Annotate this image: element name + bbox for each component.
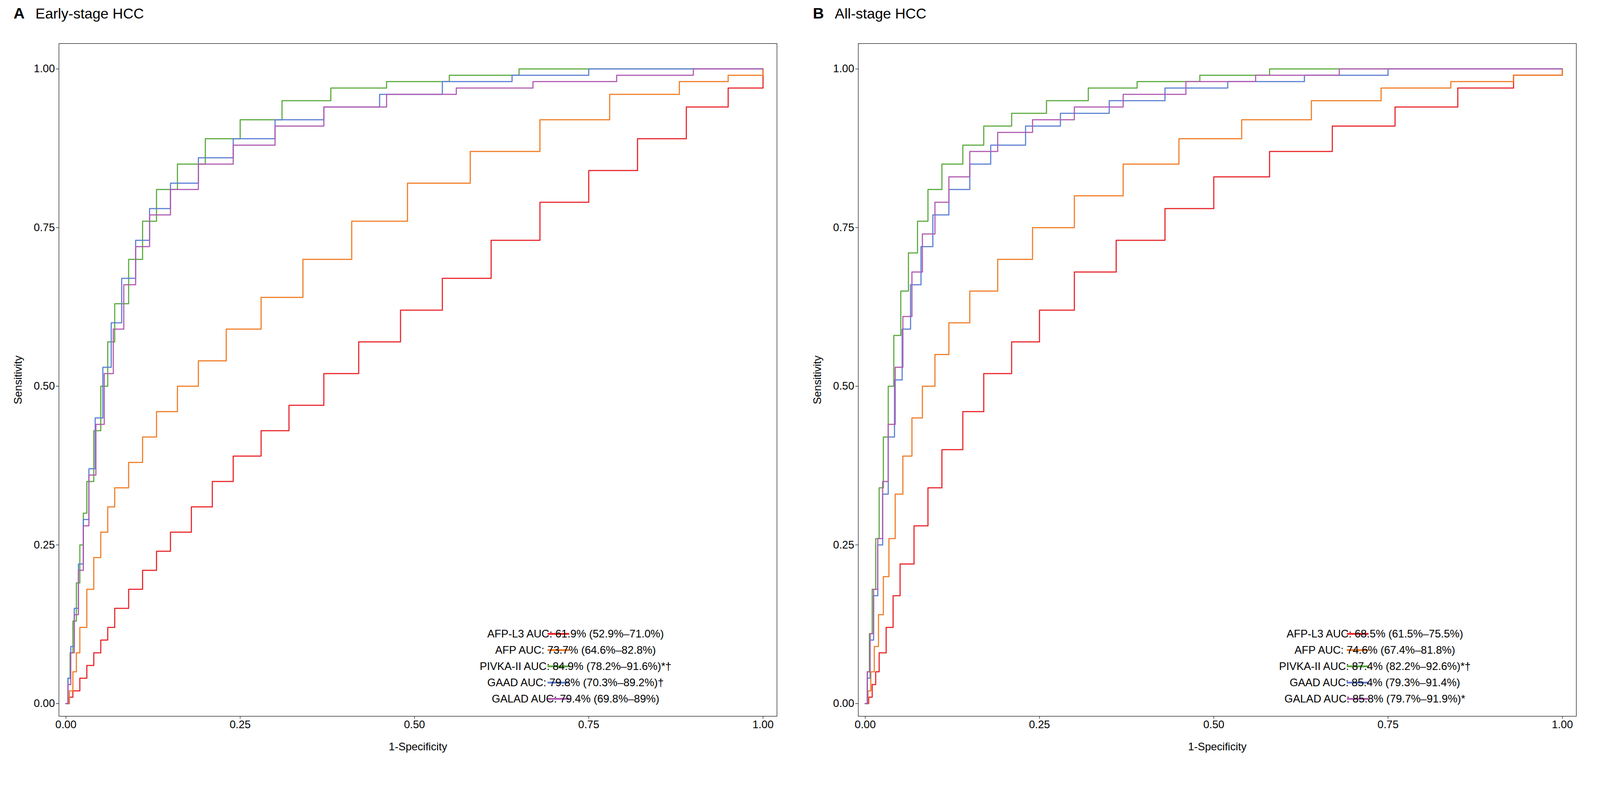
svg-text:1.00: 1.00 bbox=[1551, 718, 1573, 731]
svg-text:0.75: 0.75 bbox=[33, 221, 56, 234]
svg-text:0.00: 0.00 bbox=[854, 718, 877, 731]
svg-text:0.50: 0.50 bbox=[833, 379, 855, 392]
svg-text:0.00: 0.00 bbox=[55, 718, 77, 731]
svg-text:0.25: 0.25 bbox=[229, 718, 251, 731]
svg-text:0.25: 0.25 bbox=[833, 538, 855, 551]
html-text:All-stage HCC: All-stage HCC bbox=[834, 5, 927, 22]
svg-text:0.50: 0.50 bbox=[33, 379, 56, 392]
html-text:A: A bbox=[13, 4, 25, 22]
svg-text:GALAD AUC: 79.4% (69.8%–89%): GALAD AUC: 79.4% (69.8%–89%) bbox=[491, 692, 660, 705]
svg-text:AFP AUC: 73.7% (64.6%–82.8%): AFP AUC: 73.7% (64.6%–82.8%) bbox=[495, 643, 657, 657]
svg-text:1-Specificity: 1-Specificity bbox=[1188, 740, 1247, 753]
svg-text:PIVKA-II AUC: 84.9% (78.2%–91.: PIVKA-II AUC: 84.9% (78.2%–91.6%)*† bbox=[479, 660, 672, 673]
svg-text:1.00: 1.00 bbox=[752, 718, 774, 731]
svg-text:Sensitivity: Sensitivity bbox=[11, 355, 24, 405]
html-text:B: B bbox=[812, 4, 824, 22]
svg-text:GALAD AUC: 85.8% (79.7%–91.9%): GALAD AUC: 85.8% (79.7%–91.9%)* bbox=[1284, 692, 1465, 705]
svg-text:0.50: 0.50 bbox=[1203, 718, 1225, 731]
svg-text:0.50: 0.50 bbox=[403, 718, 425, 731]
svg-text:0.75: 0.75 bbox=[833, 221, 855, 234]
svg-text:0.75: 0.75 bbox=[1377, 718, 1399, 731]
svg-text:GAAD AUC: 85.4% (79.3%–91.4%): GAAD AUC: 85.4% (79.3%–91.4%) bbox=[1289, 676, 1461, 689]
svg-text:0.00: 0.00 bbox=[833, 697, 855, 710]
svg-text:0.75: 0.75 bbox=[578, 718, 600, 731]
svg-text:1.00: 1.00 bbox=[33, 62, 56, 75]
svg-text:Sensitivity: Sensitivity bbox=[811, 355, 824, 405]
svg-text:PIVKA-II AUC: 87.4% (82.2%–92.: PIVKA-II AUC: 87.4% (82.2%–92.6%)*† bbox=[1278, 660, 1471, 673]
svg-text:0.25: 0.25 bbox=[1029, 718, 1051, 731]
html-text:Early-stage HCC: Early-stage HCC bbox=[35, 5, 144, 22]
svg-text:0.00: 0.00 bbox=[33, 697, 56, 710]
svg-text:1.00: 1.00 bbox=[833, 62, 855, 75]
svg-text:AFP AUC: 74.6% (67.4%–81.8%): AFP AUC: 74.6% (67.4%–81.8%) bbox=[1294, 643, 1456, 657]
svg-text:GAAD AUC: 79.8% (70.3%–89.2%)†: GAAD AUC: 79.8% (70.3%–89.2%)† bbox=[487, 676, 664, 689]
svg-text:AFP-L3 AUC: 61.9% (52.9%–71.0%: AFP-L3 AUC: 61.9% (52.9%–71.0%) bbox=[487, 627, 664, 640]
svg-text:0.25: 0.25 bbox=[33, 538, 56, 551]
svg-text:1-Specificity: 1-Specificity bbox=[388, 740, 448, 753]
svg-text:AFP-L3 AUC: 68.5% (61.5%–75.5%: AFP-L3 AUC: 68.5% (61.5%–75.5%) bbox=[1286, 627, 1464, 640]
